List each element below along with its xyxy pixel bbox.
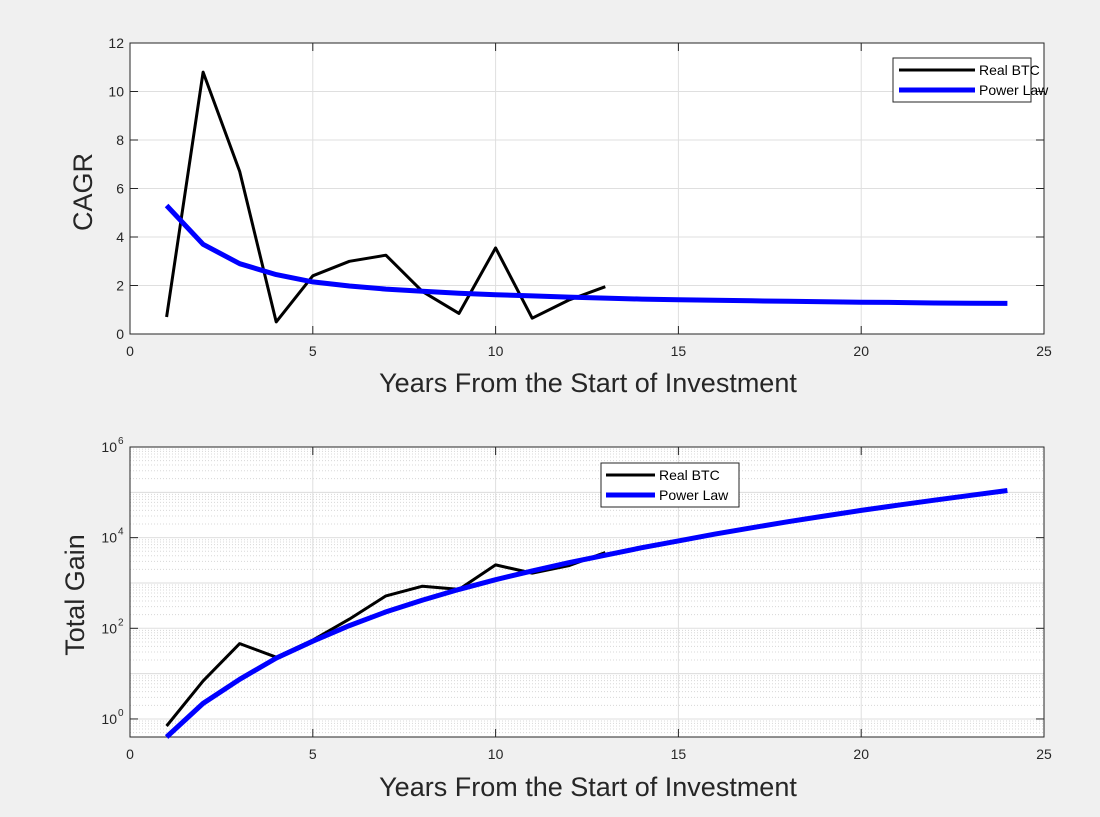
cagr-y-tick-label: 6 bbox=[116, 181, 124, 197]
gain-plot-area bbox=[130, 447, 1044, 737]
gain-y-tick-exponent: 6 bbox=[118, 436, 124, 447]
gain-y-tick-label: 10 bbox=[101, 711, 117, 727]
cagr-axis-ticks: 0 5 10 15 20 25 0 2 4 6 8 10 12 bbox=[108, 35, 1052, 359]
gain-grid bbox=[130, 447, 1044, 737]
cagr-y-tick-label: 0 bbox=[116, 326, 124, 342]
gain-series-power-law bbox=[164, 488, 1008, 739]
gain-y-tick-label: 10 bbox=[101, 530, 117, 546]
gain-y-tick-exponent: 2 bbox=[118, 617, 124, 628]
gain-legend-label-real-btc: Real BTC bbox=[659, 467, 720, 483]
cagr-x-tick-label: 0 bbox=[126, 343, 134, 359]
gain-x-tick-label: 25 bbox=[1036, 746, 1052, 762]
cagr-x-tick-label: 10 bbox=[488, 343, 504, 359]
gain-series bbox=[164, 488, 1008, 739]
cagr-y-tick-label: 10 bbox=[108, 84, 124, 100]
gain-x-axis-label: Years From the Start of Investment bbox=[379, 772, 797, 802]
cagr-y-tick-label: 4 bbox=[116, 229, 124, 245]
cagr-y-axis-label: CAGR bbox=[68, 153, 98, 231]
cagr-series-power-law bbox=[164, 203, 1008, 306]
cagr-legend: Real BTC Power Law bbox=[892, 57, 1049, 103]
gain-y-tick-exponent: 0 bbox=[118, 708, 124, 719]
cagr-legend-label-power-law: Power Law bbox=[979, 82, 1049, 98]
cagr-x-tick-label: 20 bbox=[853, 343, 869, 359]
gain-y-tick-label: 10 bbox=[101, 620, 117, 636]
cagr-x-tick-label: 15 bbox=[671, 343, 687, 359]
cagr-legend-box bbox=[892, 57, 1032, 103]
cagr-legend-label-real-btc: Real BTC bbox=[979, 62, 1040, 78]
cagr-y-tick-label: 12 bbox=[108, 35, 124, 51]
cagr-y-tick-label: 2 bbox=[116, 278, 124, 294]
gain-x-tick-label: 20 bbox=[853, 746, 869, 762]
gain-legend-box bbox=[600, 462, 740, 508]
gain-plot-border bbox=[129, 446, 1045, 738]
cagr-grid bbox=[130, 43, 1044, 334]
cagr-series bbox=[164, 70, 1008, 324]
gain-x-tick-label: 15 bbox=[671, 746, 687, 762]
gain-x-tick-label: 5 bbox=[309, 746, 317, 762]
gain-y-tick-exponent: 4 bbox=[118, 527, 124, 538]
gain-y-tick-label: 10 bbox=[101, 439, 117, 455]
cagr-x-axis-label: Years From the Start of Investment bbox=[379, 368, 797, 398]
cagr-x-tick-label: 25 bbox=[1036, 343, 1052, 359]
gain-x-tick-label: 0 bbox=[126, 746, 134, 762]
gain-legend-label-power-law: Power Law bbox=[659, 487, 729, 503]
cagr-y-tick-label: 8 bbox=[116, 132, 124, 148]
cagr-series-real-btc bbox=[165, 70, 606, 324]
gain-legend: Real BTC Power Law bbox=[600, 462, 740, 508]
gain-x-tick-label: 10 bbox=[488, 746, 504, 762]
gain-y-axis-label: Total Gain bbox=[60, 534, 90, 656]
cagr-chart: 0 5 10 15 20 25 0 2 4 6 8 10 12 Years From the Start… bbox=[68, 35, 1052, 398]
cagr-x-tick-label: 5 bbox=[309, 343, 317, 359]
